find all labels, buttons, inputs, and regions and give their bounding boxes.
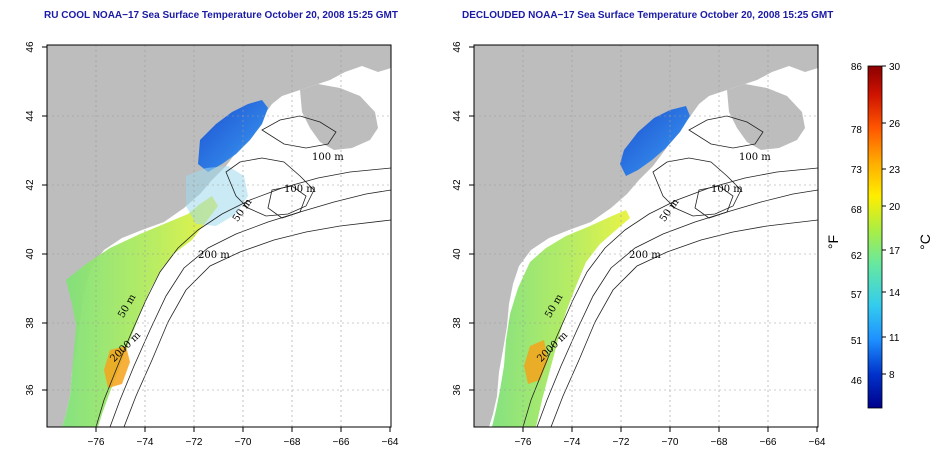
map-frame — [473, 44, 819, 428]
right-map-x-tick-label: −66 — [760, 437, 777, 448]
left-map-x-tick-label: −72 — [186, 437, 203, 448]
left-map-y-tick-label: 46 — [25, 41, 36, 53]
right-map-x-tick-label: −72 — [613, 437, 630, 448]
left-map-x-tick-label: −68 — [284, 437, 301, 448]
fahrenheit-tick-label: 78 — [851, 125, 863, 136]
colorbar-ticks: 86 78 73 68 62 57 51 46 30 26 23 20 17 14 11 8 — [851, 62, 901, 387]
right-map-y-tick-label: 46 — [452, 41, 463, 53]
contour-label: 100 m — [312, 152, 344, 163]
fahrenheit-tick-label: 73 — [851, 165, 863, 176]
contour-lines — [95, 115, 391, 427]
right-map-axes: −76 −74 −72 −70 −68 −66 −64 36 38 40 42 44 46 — [452, 41, 826, 448]
contour-label: 100 m — [739, 152, 771, 163]
left-map-y-tick-label: 42 — [25, 179, 36, 191]
celsius-tick-label: 17 — [889, 246, 901, 257]
dashed-grid — [474, 45, 818, 427]
celsius-tick-label: 14 — [889, 288, 901, 299]
left-map-y-tick-label: 44 — [25, 110, 36, 122]
colorbar-gradient — [867, 65, 883, 409]
contour-label: 200 m — [198, 250, 230, 261]
right-map-x-tick-label: −68 — [711, 437, 728, 448]
right-map-panel: 100 m 100 m 50 m 200 m 50 m 2000 m — [473, 44, 819, 428]
celsius-tick-label: 26 — [889, 119, 901, 130]
fahrenheit-tick-label: 86 — [851, 62, 863, 73]
left-map-x-tick-label: −66 — [333, 437, 350, 448]
contour-label: 200 m — [629, 250, 661, 261]
right-map-x-tick-label: −74 — [564, 437, 581, 448]
colorbar: 86 78 73 68 62 57 51 46 30 26 23 20 17 14 11 8 °F °C — [825, 62, 933, 409]
land-mass — [47, 45, 391, 427]
right-map-x-tick-label: −76 — [515, 437, 532, 448]
fahrenheit-tick-label: 57 — [851, 290, 863, 301]
celsius-tick-label: 20 — [889, 202, 901, 213]
fahrenheit-label: °F — [825, 235, 841, 249]
fahrenheit-tick-label: 51 — [851, 336, 863, 347]
celsius-tick-label: 23 — [889, 165, 901, 176]
fahrenheit-tick-label: 46 — [851, 376, 863, 387]
celsius-tick-label: 11 — [889, 333, 900, 344]
right-map-y-tick-label: 36 — [452, 384, 463, 396]
celsius-label: °C — [917, 234, 933, 250]
cold-water-patch — [620, 106, 690, 176]
right-map-x-tick-label: −70 — [662, 437, 679, 448]
left-map-x-tick-label: −76 — [88, 437, 105, 448]
contour-label: 100 m — [284, 184, 316, 195]
right-map-y-tick-label: 44 — [452, 110, 463, 122]
right-map-y-tick-label: 38 — [452, 317, 463, 329]
left-map-x-tick-label: −74 — [137, 437, 154, 448]
right-map-title: DECLOUDED NOAA−17 Sea Surface Temperatur… — [462, 10, 834, 21]
celsius-tick-label: 30 — [889, 62, 901, 73]
left-map-y-tick-label: 36 — [25, 384, 36, 396]
contour-lines — [522, 115, 818, 427]
contour-label: 100 m — [711, 184, 743, 195]
cold-water-patch — [198, 100, 268, 172]
right-map-x-tick-label: −64 — [809, 437, 826, 448]
land-mass — [300, 84, 378, 150]
fahrenheit-tick-label: 68 — [851, 205, 863, 216]
left-map-x-tick-label: −64 — [382, 437, 399, 448]
cloud-speckle-region — [186, 166, 248, 226]
left-map-x-tick-label: −70 — [235, 437, 252, 448]
left-map-panel: 100 m 100 m 50 m 200 m 50 m 2000 m — [46, 44, 392, 428]
left-map-y-tick-label: 40 — [25, 248, 36, 260]
right-map-y-tick-label: 40 — [452, 248, 463, 260]
right-map-y-tick-label: 42 — [452, 179, 463, 191]
left-map-title: RU COOL NOAA−17 Sea Surface Temperature … — [44, 10, 398, 21]
left-map-axes: −76 −74 −72 −70 −68 −66 −64 36 38 40 42 44 46 — [25, 41, 399, 448]
map-frame — [46, 44, 392, 428]
celsius-tick-label: 8 — [889, 370, 895, 381]
dashed-grid — [47, 45, 391, 427]
sea-surface-temperature-field — [62, 196, 218, 427]
land-mass — [727, 84, 805, 150]
fahrenheit-tick-label: 62 — [851, 251, 863, 262]
land-mass — [474, 45, 818, 427]
left-map-y-tick-label: 38 — [25, 317, 36, 329]
